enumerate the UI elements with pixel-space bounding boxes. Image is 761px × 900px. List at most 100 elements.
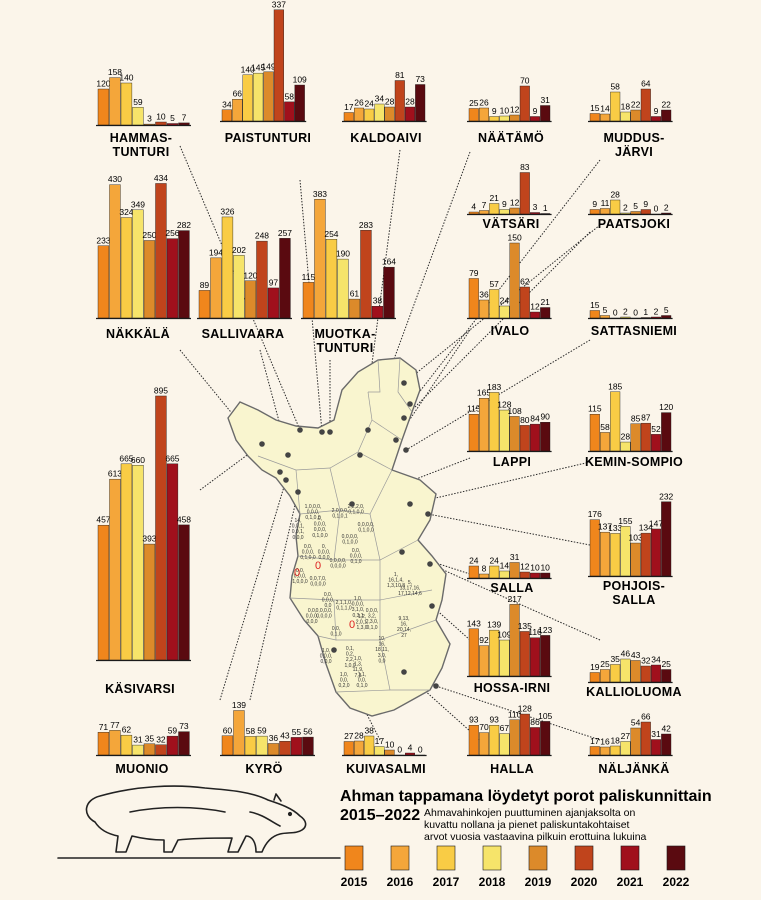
district-label-muonio: MUONIO xyxy=(115,762,168,776)
district-label-nakkala: NÄKKÄLÄ xyxy=(106,326,170,341)
bar-salla-2022 xyxy=(540,572,551,579)
bar-ivalo-2021 xyxy=(530,311,541,319)
bar-paistunturi-2018 xyxy=(252,72,264,122)
district-label-pohjoissalla: POHJOIS- xyxy=(603,579,665,593)
value-label-sattasniemi-2020: 1 xyxy=(643,307,648,317)
value-label-kaldoaivi-2020: 81 xyxy=(395,70,405,80)
legend-year-2018: 2018 xyxy=(479,875,506,889)
district-label-paistunturi: PAISTUNTURI xyxy=(225,131,311,145)
value-label-hammastunturi-2015: 120 xyxy=(96,79,110,89)
bar-lappi-2016 xyxy=(479,398,490,452)
bar-kaldoaivi-2015 xyxy=(343,112,354,122)
bar-nakkala-2022 xyxy=(178,230,190,319)
bar-muddusjarvi-2018 xyxy=(620,111,631,122)
district-label-sattasniemi: SATTASNIEMI xyxy=(591,324,677,338)
value-label-naatamo-2017: 9 xyxy=(492,106,497,116)
bar-kasivarsi-2020 xyxy=(155,395,167,661)
leader-pohjoissalla xyxy=(427,513,591,546)
value-label-halla-2018: 67 xyxy=(500,723,510,733)
bar-salla-2019 xyxy=(509,562,520,579)
value-label-kuivasalmi-2020: 0 xyxy=(397,745,402,755)
value-label-hammastunturi-2021: 5 xyxy=(170,113,175,123)
bar-lappi-2020 xyxy=(519,425,530,452)
bar-muotkatunturi-2021 xyxy=(371,306,384,319)
district-borders xyxy=(257,357,437,693)
value-label-salla-2018: 14 xyxy=(500,561,510,571)
bar-nakkala-2016 xyxy=(109,184,121,319)
bar-kallioluoma-2020 xyxy=(640,665,651,683)
value-label-keminsompio-2020: 87 xyxy=(641,413,651,423)
value-label-naljanka-2019: 54 xyxy=(631,718,641,728)
value-label-halla-2015: 93 xyxy=(469,715,479,725)
value-label-naatamo-2015: 25 xyxy=(469,98,479,108)
leader-keminsompio xyxy=(409,461,591,505)
leader-paatsjoki xyxy=(403,231,591,419)
bar-vatsari-2019 xyxy=(509,207,520,215)
value-label-kasivarsi-2022: 458 xyxy=(177,514,191,524)
value-label-kyro-2021: 55 xyxy=(292,727,302,737)
value-label-halla-2016: 70 xyxy=(479,722,489,732)
bar-naatamo-2020 xyxy=(519,85,530,122)
value-label-lappi-2019: 108 xyxy=(508,406,522,416)
value-label-ivalo-2017: 57 xyxy=(489,279,499,289)
value-label-paistunturi-2020: 337 xyxy=(272,0,286,9)
bar-vatsari-2017 xyxy=(489,203,500,215)
bar-nakkala-2018 xyxy=(132,209,144,319)
bar-lappi-2022 xyxy=(540,422,551,452)
bar-naatamo-2017 xyxy=(489,116,500,122)
legend: 2015 2016 2017 2018 2019 2020 2021 2022 xyxy=(341,845,690,889)
district-label-halla: HALLA xyxy=(490,762,534,776)
map-note: 1,2, 2,0,1, 1,3,0 xyxy=(356,614,369,631)
legend-year-2015: 2015 xyxy=(341,875,368,889)
value-label-ivalo-2019: 150 xyxy=(508,233,522,243)
value-label-keminsompio-2017: 185 xyxy=(608,381,622,391)
bar-sallivaara-2017 xyxy=(221,216,234,319)
value-label-kallioluoma-2016: 25 xyxy=(600,659,610,669)
dot-paatsjoki xyxy=(401,415,407,421)
value-label-naatamo-2022: 31 xyxy=(540,95,550,105)
value-label-kaldoaivi-2022: 73 xyxy=(415,74,425,84)
bar-paistunturi-2019 xyxy=(263,71,274,122)
value-label-paatsjoki-2018: 2 xyxy=(623,203,628,213)
district-label-naatamo: NÄÄTÄMÖ xyxy=(478,130,544,145)
value-label-kaldoaivi-2015: 17 xyxy=(344,102,354,112)
value-label-hossairni-2021: 116 xyxy=(528,627,542,637)
bar-paistunturi-2021 xyxy=(284,101,295,122)
dot-paistunturi xyxy=(319,429,325,435)
value-label-hossairni-2018: 109 xyxy=(497,630,511,640)
bar-kyro-2019 xyxy=(267,743,280,756)
value-label-muotkatunturi-2021: 38 xyxy=(373,296,383,306)
bar-naatamo-2018 xyxy=(499,115,510,122)
bar-kallioluoma-2016 xyxy=(600,669,611,683)
title-block: Ahman tappamana löydetyt porot paliskunn… xyxy=(340,788,712,843)
dot-sattasniemi xyxy=(403,447,409,453)
legend-year-2017: 2017 xyxy=(433,875,460,889)
map-note: 9,13, 16, 20,14, 27 xyxy=(397,616,411,639)
map-zero: 0 xyxy=(315,560,321,572)
district-label-muddusjarvi: JÄRVI xyxy=(615,144,653,159)
value-label-salla-2017: 24 xyxy=(489,556,499,566)
bar-kaldoaivi-2021 xyxy=(405,106,416,122)
bar-paatsjoki-2017 xyxy=(610,199,621,215)
legend-year-2020: 2020 xyxy=(571,875,598,889)
note-line-1: Ahmavahinkojen puuttuminen ajanjaksolta … xyxy=(424,807,635,819)
value-label-paistunturi-2018: 145 xyxy=(251,63,265,73)
value-label-pohjoissalla-2015: 176 xyxy=(588,509,602,519)
bar-ivalo-2020 xyxy=(519,286,530,319)
value-label-salla-2015: 24 xyxy=(469,556,479,566)
dot-ivalo xyxy=(393,437,399,443)
value-label-muonio-2018: 31 xyxy=(133,735,143,745)
bar-naljanka-2020 xyxy=(640,721,651,756)
district-label-salla: SALLA xyxy=(490,581,533,595)
bar-hammastunturi-2017 xyxy=(120,82,133,126)
value-label-lappi-2015: 115 xyxy=(467,404,481,414)
value-label-vatsari-2018: 9 xyxy=(502,199,507,209)
legend-swatch-2021 xyxy=(620,845,640,871)
map-note: 0, 0,0,0, 0,0,0, 0,1,0,0 xyxy=(312,516,328,539)
value-label-vatsari-2015: 4 xyxy=(471,202,476,212)
district-label-kasivarsi: KÄSIVARSI xyxy=(105,681,175,696)
